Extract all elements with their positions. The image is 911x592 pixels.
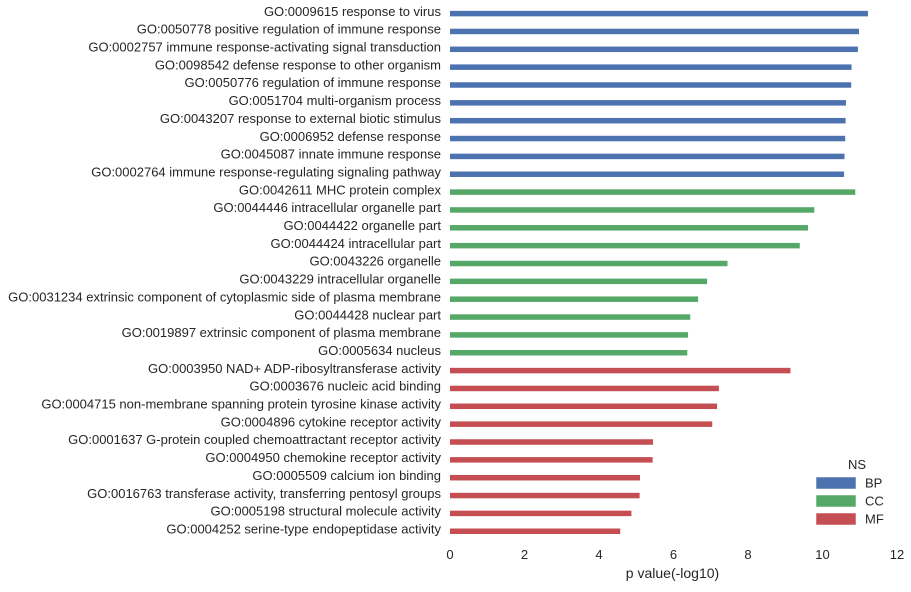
bar	[450, 46, 858, 53]
x-axis-label: p value(-log10)	[626, 565, 719, 581]
bar	[450, 260, 728, 267]
category-label: GO:0044424 intracellular part	[270, 236, 441, 251]
bar	[450, 367, 791, 374]
category-label: GO:0001637 G-protein coupled chemoattrac…	[68, 432, 441, 447]
bar	[450, 296, 699, 302]
bar	[450, 278, 708, 285]
x-tick-label: 6	[670, 547, 677, 562]
category-label: GO:0050776 regulation of immune response	[184, 75, 441, 90]
bar	[450, 242, 800, 249]
legend-swatch	[815, 476, 857, 490]
category-label: GO:0016763 transferase activity, transfe…	[87, 486, 441, 501]
category-label: GO:0004896 cytokine receptor activity	[221, 414, 442, 429]
legend-entries: BP CC MF	[815, 476, 884, 527]
bar	[450, 492, 640, 499]
bar	[450, 207, 815, 213]
bar	[450, 189, 856, 195]
bar	[450, 385, 719, 392]
category-label: GO:0006952 defense response	[260, 129, 441, 144]
legend: NS BP CC MF	[815, 457, 884, 527]
category-label: GO:0002757 immune response-activating si…	[88, 40, 441, 55]
category-label: GO:0004715 non-membrane spanning protein…	[41, 397, 441, 412]
bar	[450, 528, 621, 534]
category-label: GO:0005509 calcium ion binding	[252, 468, 441, 483]
category-labels-group: GO:0009615 response to virus GO:0050778 p…	[8, 4, 441, 537]
bar	[450, 100, 846, 106]
bar	[450, 457, 653, 463]
bar	[450, 82, 852, 88]
category-label: GO:0051704 multi-organism process	[229, 93, 442, 108]
x-tick-label: 2	[521, 547, 528, 562]
bar	[450, 225, 808, 231]
bar	[450, 403, 718, 410]
bar	[450, 439, 654, 445]
legend-swatch	[815, 494, 857, 508]
category-label: GO:0044428 nuclear part	[294, 307, 441, 322]
x-tick-label: 0	[446, 547, 453, 562]
category-label: GO:0005198 structural molecule activity	[211, 504, 442, 519]
category-label: GO:0044422 organelle part	[283, 218, 441, 233]
category-label: GO:0043207 response to external biotic s…	[160, 111, 442, 126]
bar	[450, 314, 691, 320]
legend-title: NS	[848, 457, 866, 472]
legend-entry-label: CC	[865, 494, 884, 509]
legend-entry-label: MF	[865, 512, 884, 527]
category-label: GO:0004252 serine-type endopeptidase act…	[166, 521, 441, 536]
bars-group	[450, 10, 868, 534]
bar	[450, 117, 846, 124]
x-tick-label: 12	[890, 547, 904, 562]
bar	[450, 135, 846, 142]
category-label: GO:0044446 intracellular organelle part	[213, 200, 441, 215]
bar	[450, 10, 868, 17]
category-label: GO:0043226 organelle	[309, 254, 441, 269]
category-label: GO:0019897 extrinsic component of plasma…	[122, 325, 441, 340]
x-tick-label: 10	[815, 547, 829, 562]
x-tick-label: 4	[595, 547, 602, 562]
category-label: GO:0009615 response to virus	[264, 4, 442, 19]
bar	[450, 64, 852, 70]
category-label: GO:0002764 immune response-regulating si…	[91, 164, 441, 179]
bar	[450, 474, 640, 481]
category-label: GO:0050778 positive regulation of immune…	[137, 22, 441, 37]
category-label: GO:0098542 defense response to other org…	[155, 57, 441, 72]
category-label: GO:0042611 MHC protein complex	[239, 182, 442, 197]
category-label: GO:0004950 chemokine receptor activity	[205, 450, 441, 465]
category-label: GO:0003676 nucleic acid binding	[249, 379, 441, 394]
bar	[450, 332, 689, 338]
category-label: GO:0005634 nucleus	[318, 343, 441, 358]
category-label: GO:0003950 NAD+ ADP-ribosyltransferase a…	[148, 361, 441, 376]
bar	[450, 350, 688, 356]
bar	[450, 28, 859, 35]
category-label: GO:0045087 innate immune response	[221, 147, 441, 162]
x-tick-label: 8	[744, 547, 751, 562]
x-ticks-group: 0 2 4 6 8 10 12	[446, 547, 904, 562]
legend-entry-label: BP	[865, 476, 882, 491]
category-label: GO:0043229 intracellular organelle	[239, 272, 441, 287]
bar	[450, 171, 845, 177]
bar	[450, 510, 632, 517]
legend-swatch	[815, 512, 857, 526]
bar	[450, 153, 845, 160]
category-label: GO:0031234 extrinsic component of cytopl…	[8, 289, 441, 304]
bar	[450, 421, 713, 427]
